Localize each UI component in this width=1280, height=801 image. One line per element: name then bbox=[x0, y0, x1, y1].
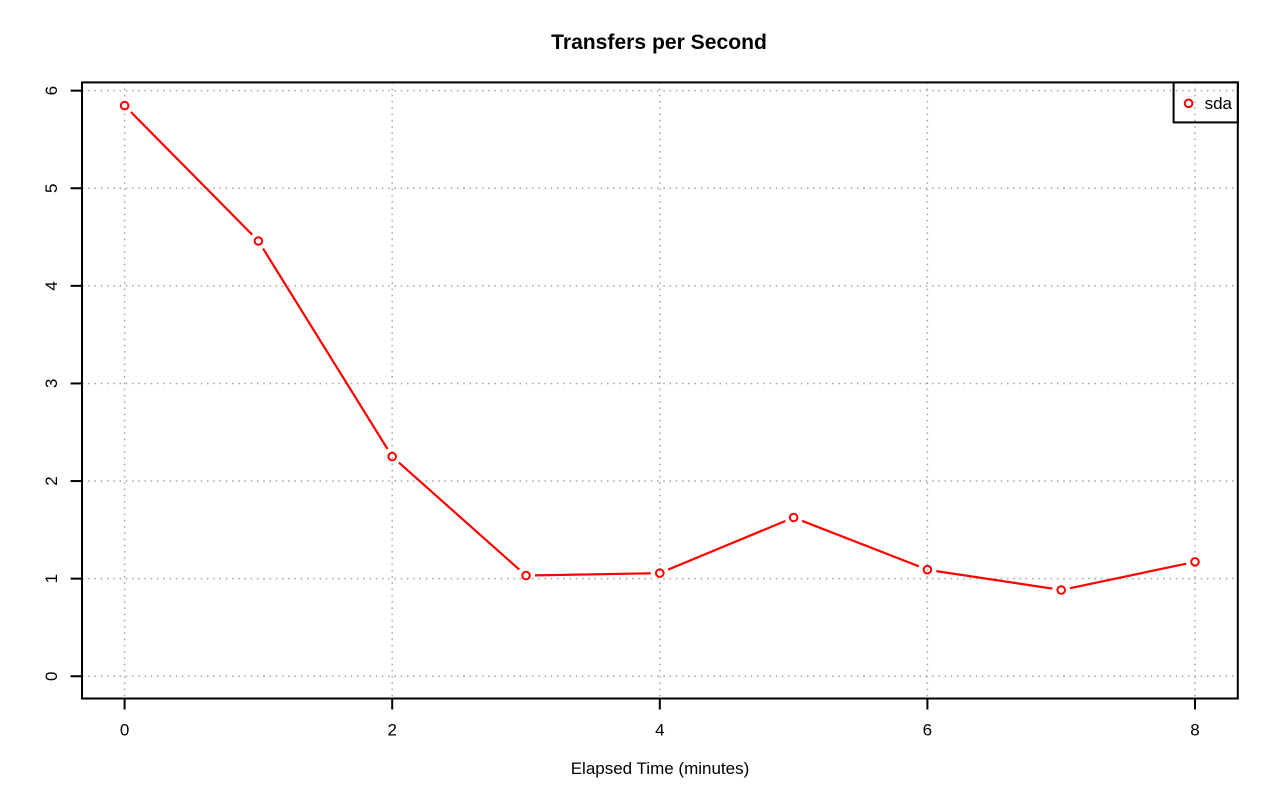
svg-text:6: 6 bbox=[42, 86, 61, 95]
svg-text:8: 8 bbox=[1190, 721, 1199, 740]
svg-text:2: 2 bbox=[42, 476, 61, 485]
svg-text:3: 3 bbox=[42, 379, 61, 388]
svg-text:0: 0 bbox=[120, 721, 129, 740]
svg-text:4: 4 bbox=[42, 281, 61, 290]
svg-text:0: 0 bbox=[42, 672, 61, 681]
svg-text:4: 4 bbox=[655, 721, 664, 740]
svg-text:sda: sda bbox=[1205, 94, 1233, 113]
svg-text:6: 6 bbox=[923, 721, 932, 740]
svg-text:Transfers per Second: Transfers per Second bbox=[551, 31, 767, 54]
svg-text:5: 5 bbox=[42, 184, 61, 193]
svg-text:2: 2 bbox=[387, 721, 396, 740]
svg-text:1: 1 bbox=[42, 574, 61, 583]
svg-text:Elapsed Time (minutes): Elapsed Time (minutes) bbox=[571, 759, 750, 778]
